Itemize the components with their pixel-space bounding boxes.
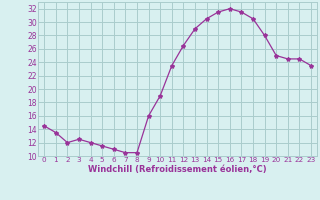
X-axis label: Windchill (Refroidissement éolien,°C): Windchill (Refroidissement éolien,°C) [88, 165, 267, 174]
